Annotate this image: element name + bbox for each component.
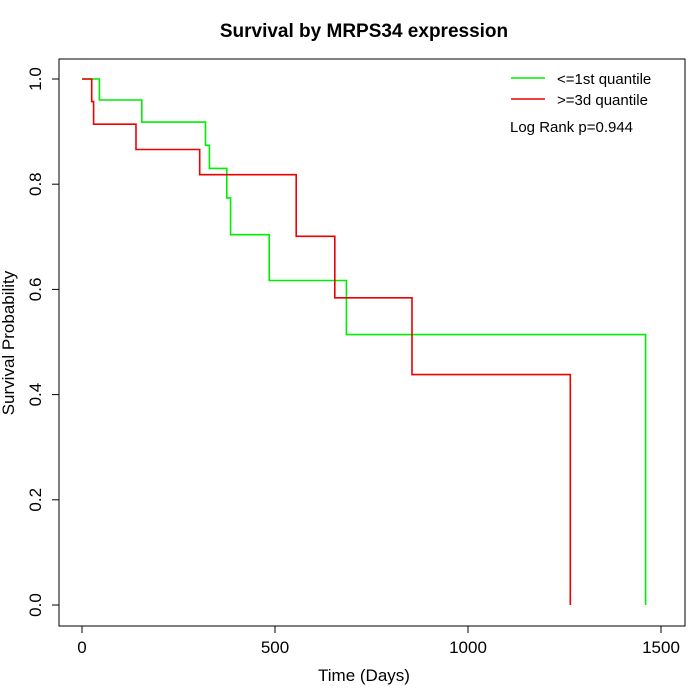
y-axis: 0.0 0.2 0.4 0.6 0.8 1.0 bbox=[26, 67, 60, 617]
chart-title: Survival by MRPS34 expression bbox=[220, 21, 508, 42]
legend: <=1st quantile >=3d quantile bbox=[511, 71, 651, 109]
y-tick-label: 0.0 bbox=[26, 593, 45, 617]
legend-label-low: <=1st quantile bbox=[557, 71, 651, 88]
y-tick-label: 0.4 bbox=[26, 383, 45, 407]
series-layer bbox=[82, 78, 647, 605]
x-tick-label: 1000 bbox=[449, 638, 487, 657]
x-tick-label: 500 bbox=[261, 638, 289, 657]
series-line-1 bbox=[82, 78, 572, 605]
x-tick-label: 0 bbox=[77, 638, 86, 657]
y-tick-label: 0.6 bbox=[26, 278, 45, 302]
x-tick-label: 1500 bbox=[642, 638, 680, 657]
y-axis-label: Survival Probability bbox=[0, 270, 18, 415]
plot-frame bbox=[58, 58, 686, 627]
x-axis-label: Time (Days) bbox=[318, 666, 410, 685]
series-line-0 bbox=[82, 78, 647, 605]
y-tick-label: 0.2 bbox=[26, 488, 45, 512]
log-rank-annotation: Log Rank p=0.944 bbox=[510, 119, 633, 136]
legend-label-high: >=3d quantile bbox=[557, 92, 648, 109]
x-axis: 0 500 1000 1500 bbox=[77, 625, 680, 657]
y-tick-label: 0.8 bbox=[26, 172, 45, 196]
y-tick-label: 1.0 bbox=[26, 67, 45, 91]
